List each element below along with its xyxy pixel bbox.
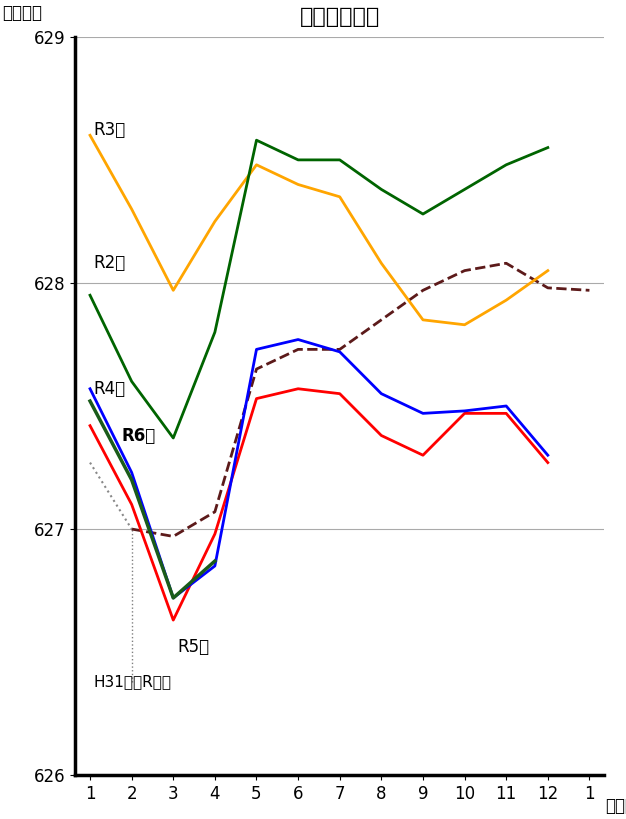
Title: 月別人口推移: 月別人口推移 (300, 7, 380, 27)
X-axis label: （月）: （月） (605, 797, 626, 815)
Y-axis label: （万人）: （万人） (3, 4, 43, 22)
Text: R3年: R3年 (93, 121, 126, 139)
Text: H31年・R元年: H31年・R元年 (93, 674, 172, 689)
Text: R6年: R6年 (121, 427, 155, 445)
Text: R4年: R4年 (93, 380, 125, 398)
Text: R2年: R2年 (93, 254, 126, 272)
Text: R5年: R5年 (177, 638, 210, 656)
